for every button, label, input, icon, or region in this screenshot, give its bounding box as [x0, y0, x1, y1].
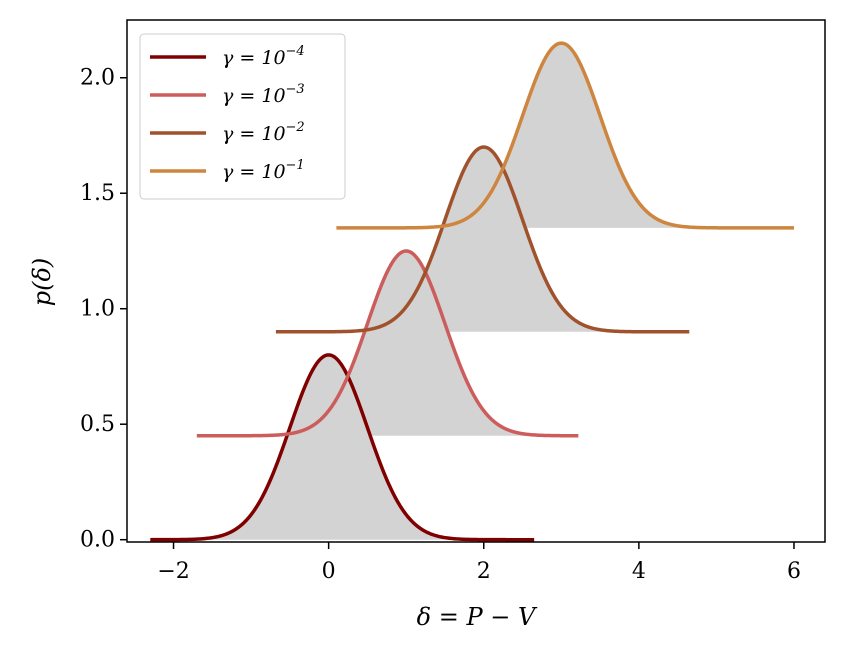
density-fill-4 — [336, 43, 794, 228]
series-line-3 — [275, 145, 690, 334]
plot-frame — [126, 19, 826, 543]
y-tick-label: 0.0 — [80, 528, 115, 553]
x-axis-label: δ = P − V — [417, 603, 538, 631]
x-tick-label: 4 — [632, 559, 646, 584]
legend-label-3: γ = 10−2 — [222, 120, 305, 145]
legend-box — [139, 33, 346, 200]
density-fills — [150, 43, 794, 540]
series-line-2 — [196, 249, 579, 438]
legend-label-2: γ = 10−3 — [222, 82, 305, 107]
y-tick-label: 1.5 — [80, 181, 115, 206]
legend-label-1: γ = 10−4 — [222, 44, 305, 69]
x-tick-label: 0 — [322, 559, 336, 584]
x-axis: −2 0 2 4 6 — [157, 542, 801, 584]
series-line-1 — [150, 353, 535, 542]
y-axis: 0.0 0.5 1.0 1.5 2.0 — [80, 66, 127, 553]
density-fill-1 — [150, 354, 535, 540]
density-lines — [150, 41, 794, 542]
x-tick-label: −2 — [157, 559, 189, 584]
density-fill-2 — [196, 250, 579, 436]
legend-label-4: γ = 10−1 — [222, 158, 305, 183]
y-tick-label: 0.5 — [80, 412, 115, 437]
legend: γ = 10−4 γ = 10−3 γ = 10−2 γ = 10−1 — [139, 33, 346, 200]
x-tick-label: 6 — [787, 559, 801, 584]
y-axis-label: p(δ) — [28, 258, 56, 307]
y-tick-label: 1.0 — [80, 297, 115, 322]
density-fill-3 — [275, 147, 690, 332]
y-tick-label: 2.0 — [80, 66, 115, 91]
series-line-4 — [336, 41, 794, 230]
x-tick-label: 2 — [477, 559, 491, 584]
